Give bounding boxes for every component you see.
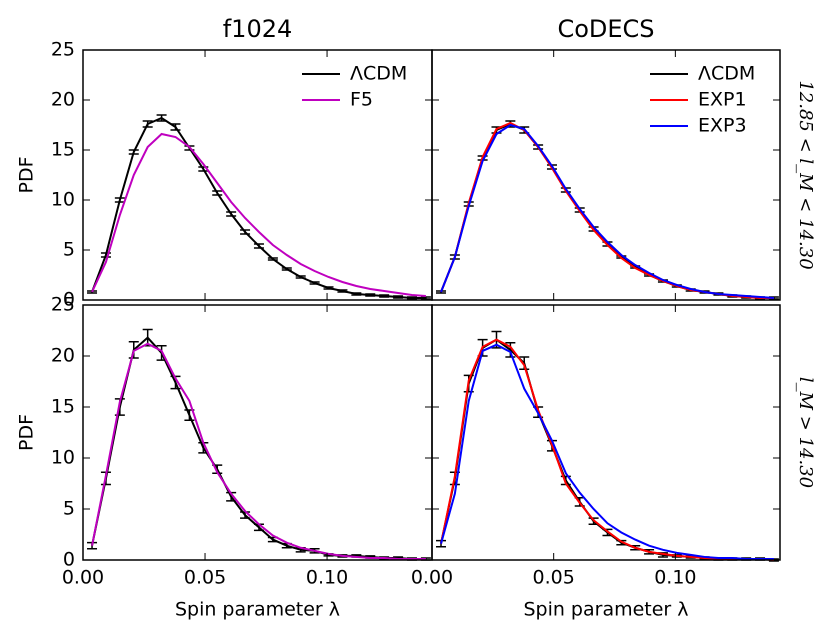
legend-label: EXP1 [698,89,747,111]
series-line [440,122,774,299]
error-bar [226,211,237,217]
error-bar [309,281,320,285]
error-bar [240,229,251,235]
series-line [440,338,774,561]
error-bar [128,149,139,155]
series-line [91,116,426,299]
error-bar [142,120,153,128]
panel-title: f1024 [223,15,293,43]
x-tick-label: 0.00 [411,567,453,589]
x-tick-label: 0.05 [184,567,226,589]
y-tick-label: 10 [51,447,75,469]
series-line [91,342,426,560]
error-bar [420,296,431,300]
error-bar [365,293,376,297]
x-axis-label: Spin parameter λ [523,599,688,621]
y-tick-label: 20 [51,345,75,367]
error-bar [393,295,404,299]
series-line [440,338,774,561]
y-tick-label: 25 [51,294,75,316]
legend-label: F5 [350,89,373,111]
error-bar [406,296,417,300]
axes-frame [82,49,433,301]
error-bar [351,292,362,296]
row-label: 12.85 < l_M < 14.30 [795,80,816,269]
legend-label: ΛCDM [350,63,407,85]
error-bar [212,190,223,196]
error-bar [156,114,167,122]
panel-title: CoDECS [557,15,654,43]
series-line [440,121,774,299]
error-bar [170,123,181,131]
error-bar [337,289,348,293]
x-tick-label: 0.00 [62,567,104,589]
legend-label: EXP3 [698,115,747,137]
y-tick-label: 0 [63,289,75,311]
x-tick-label: 0.10 [654,567,696,589]
x-axis-label: Spin parameter λ [175,599,340,621]
y-tick-label: 10 [51,189,75,211]
error-bar [323,286,334,290]
y-axis-label: PDF [16,414,38,451]
y-tick-label: 25 [51,39,75,61]
series-line [91,132,426,297]
y-tick-label: 15 [51,139,75,161]
x-tick-label: 0.05 [533,567,575,589]
y-tick-label: 5 [63,239,75,261]
row-label: l_M > 14.30 [795,377,816,488]
axes-frame [431,304,781,561]
error-bar [295,275,306,279]
error-bar [379,294,390,298]
y-tick-label: 15 [51,396,75,418]
y-axis-label: PDF [16,156,38,193]
y-tick-label: 5 [63,498,75,520]
axes-frame [431,49,781,301]
series-line [440,343,774,560]
y-tick-label: 20 [51,89,75,111]
series-line [440,123,774,299]
error-bar [267,257,278,261]
x-tick-label: 0.10 [306,567,348,589]
y-tick-label: 0 [63,549,75,571]
error-bar [114,197,125,203]
legend-label: ΛCDM [698,63,755,85]
error-bar [281,267,292,271]
error-bar [253,243,264,249]
